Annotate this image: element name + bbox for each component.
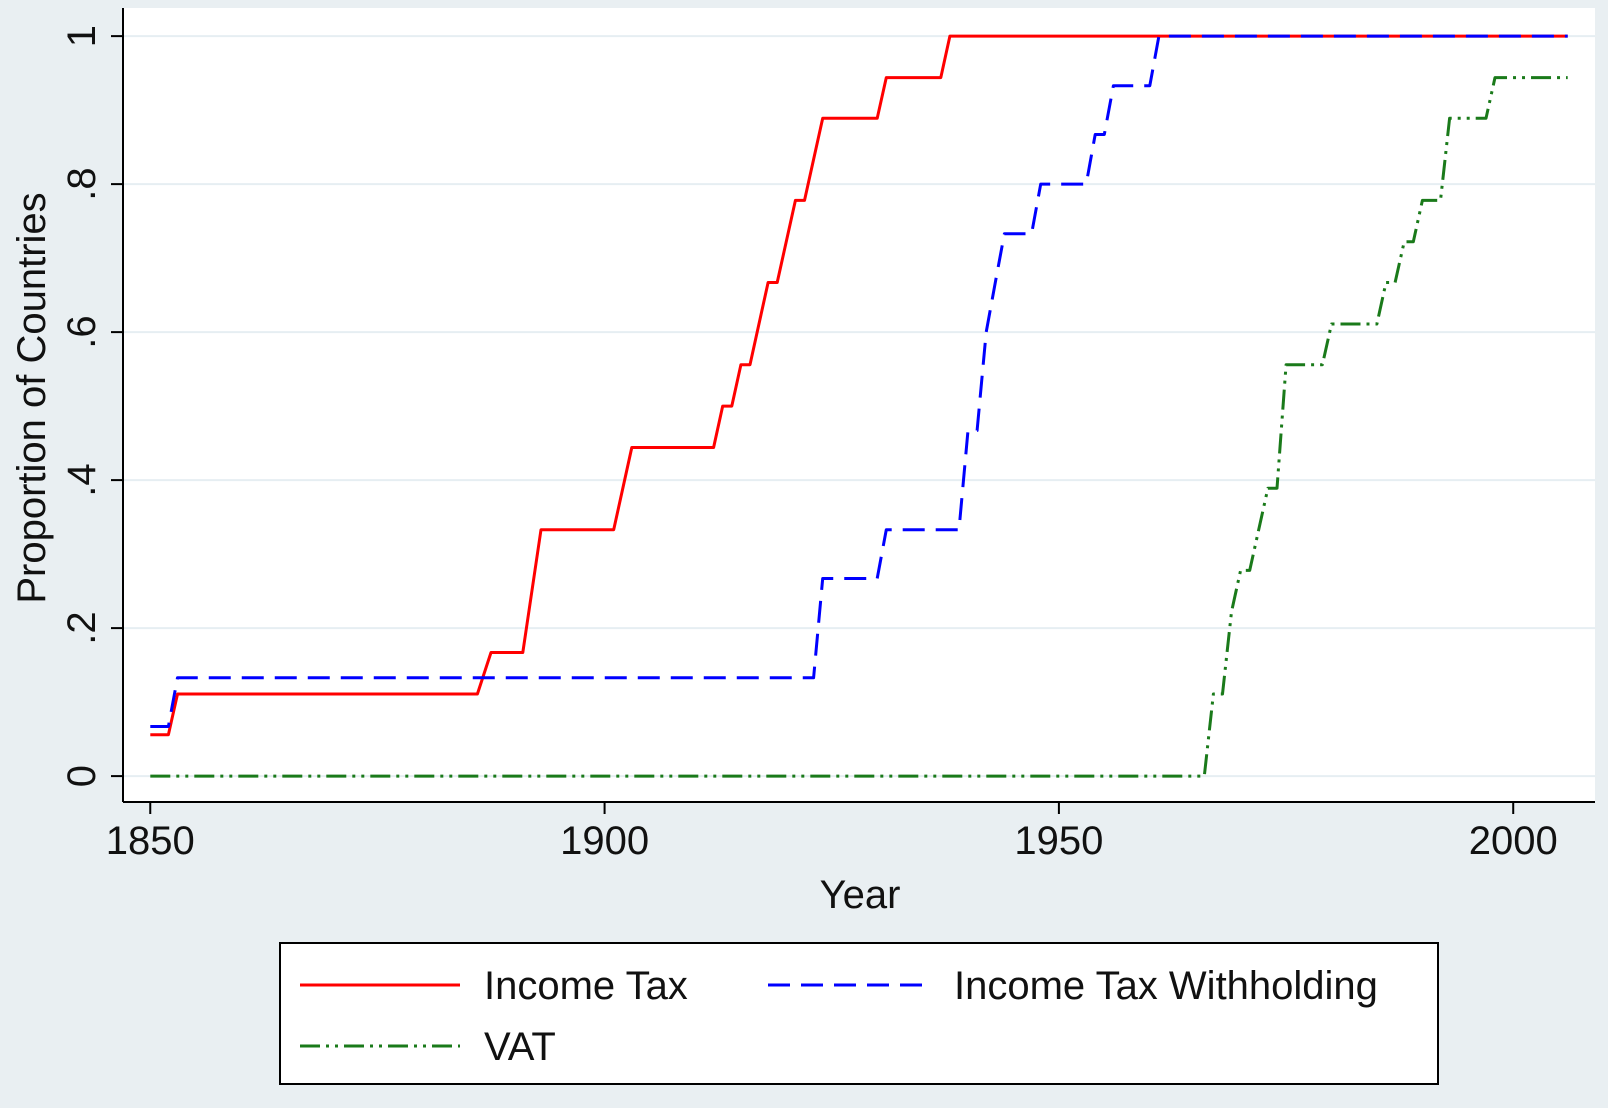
y-tick-label: 1 — [60, 25, 104, 47]
plot-area — [123, 8, 1595, 802]
y-tick-label: 0 — [60, 765, 104, 787]
series-line-income-tax — [150, 34, 1568, 737]
legend: Income Tax Income Tax Withholding VAT — [279, 942, 1439, 1085]
x-tick-label: 1900 — [560, 819, 649, 863]
axes — [122, 8, 1595, 803]
legend-label-vat: VAT — [484, 1025, 556, 1069]
tick-marks: 0 .2 .4 .6 .8 1 1850 1900 1950 2000 — [60, 25, 1558, 863]
x-tick-label: 1850 — [106, 819, 195, 863]
y-tick-label: .6 — [60, 315, 104, 348]
x-tick-label: 2000 — [1469, 819, 1558, 863]
series-lines — [150, 34, 1568, 778]
legend-box — [279, 942, 1439, 1085]
x-tick-label: 1950 — [1014, 819, 1103, 863]
legend-label-income-tax-withholding: Income Tax Withholding — [954, 964, 1378, 1008]
y-tick-label: .8 — [60, 167, 104, 200]
legend-label-income-tax: Income Tax — [484, 964, 688, 1008]
x-axis-title: Year — [820, 873, 901, 917]
y-tick-label: .4 — [60, 463, 104, 496]
gridlines — [123, 35, 1595, 778]
series-line-income-tax-withholding — [150, 34, 1568, 728]
series-line-vat — [150, 76, 1568, 778]
y-tick-label: .2 — [60, 611, 104, 644]
y-axis-title: Proportion of Countries — [10, 192, 54, 603]
